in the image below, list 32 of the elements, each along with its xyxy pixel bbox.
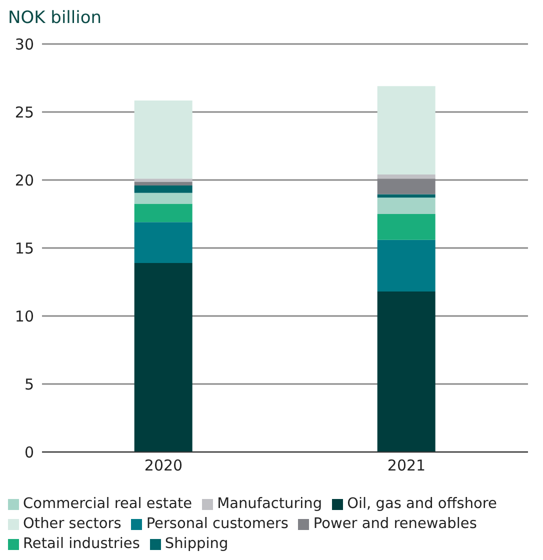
legend-label: Manufacturing (217, 496, 322, 512)
bar (377, 198, 436, 214)
legend-label: Retail industries (23, 536, 140, 552)
legend-label: Power and renewables (313, 516, 477, 532)
legend-label: Shipping (164, 536, 228, 552)
y-tick-label: 20 (14, 171, 34, 190)
bar (134, 182, 192, 186)
bar (134, 222, 192, 263)
bar (134, 192, 192, 204)
bar (377, 240, 436, 292)
y-tick-label: 10 (14, 307, 34, 326)
legend-label: Oil, gas and offshore (347, 496, 497, 512)
bar (134, 178, 192, 182)
x-tick-label: 2021 (387, 456, 426, 475)
bar (134, 100, 192, 179)
bar (377, 174, 436, 179)
y-tick-label: 25 (14, 103, 34, 122)
legend-label: Commercial real estate (23, 496, 192, 512)
bar (377, 214, 436, 240)
y-tick-label: 5 (24, 375, 34, 394)
legend-label: Other sectors (23, 516, 122, 532)
y-tick-label: 0 (24, 443, 34, 462)
y-tick-label: 15 (14, 239, 34, 258)
bar (134, 262, 192, 452)
y-tick-label: 30 (14, 35, 34, 54)
x-tick-label: 2020 (144, 456, 183, 475)
bar (377, 292, 436, 452)
bar (377, 86, 436, 175)
chart-title: NOK billion (8, 8, 103, 28)
bar (134, 185, 192, 193)
bar (134, 204, 192, 222)
legend-label: Personal customers (146, 516, 288, 532)
